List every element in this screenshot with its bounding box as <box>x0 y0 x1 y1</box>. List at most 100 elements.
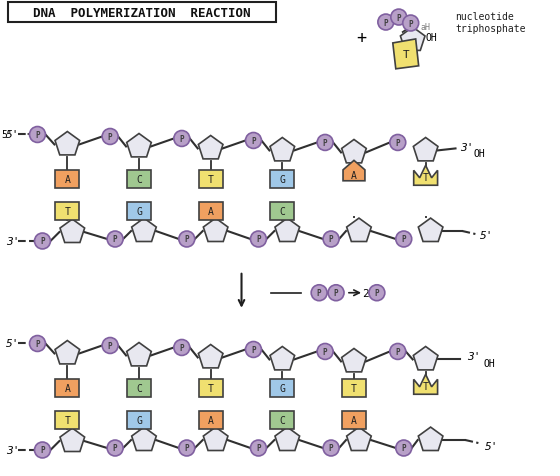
Text: T: T <box>423 173 428 183</box>
Polygon shape <box>198 345 223 368</box>
Text: P: P <box>256 235 261 244</box>
FancyBboxPatch shape <box>55 203 80 220</box>
Circle shape <box>391 10 407 26</box>
Text: P: P <box>108 133 113 142</box>
Polygon shape <box>270 138 295 161</box>
FancyBboxPatch shape <box>270 411 294 429</box>
Text: aH: aH <box>421 22 431 31</box>
Text: P: P <box>323 139 328 148</box>
Circle shape <box>369 285 385 301</box>
Text: G: G <box>136 415 142 425</box>
Polygon shape <box>127 134 151 158</box>
Circle shape <box>35 442 50 458</box>
Text: OH: OH <box>426 33 437 43</box>
Polygon shape <box>413 138 438 161</box>
Text: P: P <box>329 444 333 453</box>
Text: P: P <box>40 446 45 455</box>
Text: T: T <box>208 384 213 394</box>
Circle shape <box>30 336 45 352</box>
Polygon shape <box>132 218 156 242</box>
Polygon shape <box>203 427 228 451</box>
Text: G: G <box>279 175 285 185</box>
FancyBboxPatch shape <box>342 379 366 397</box>
Circle shape <box>30 127 45 143</box>
Text: P: P <box>402 235 406 244</box>
FancyBboxPatch shape <box>8 3 276 23</box>
Text: P: P <box>395 139 400 148</box>
Text: +: + <box>356 29 366 47</box>
Polygon shape <box>342 140 366 164</box>
Text: 5': 5' <box>6 339 20 349</box>
Circle shape <box>390 344 406 360</box>
Polygon shape <box>275 218 300 242</box>
Circle shape <box>102 129 118 145</box>
Polygon shape <box>347 218 371 242</box>
Text: P: P <box>396 13 401 22</box>
Circle shape <box>174 340 190 356</box>
Text: 5': 5' <box>6 130 20 140</box>
Circle shape <box>102 338 118 354</box>
Text: DNA  POLYMERIZATION  REACTION: DNA POLYMERIZATION REACTION <box>33 7 251 20</box>
Text: P: P <box>35 131 40 139</box>
Polygon shape <box>55 132 80 156</box>
Text: A: A <box>351 171 357 181</box>
Text: P: P <box>40 237 45 246</box>
Text: 5': 5' <box>1 130 13 140</box>
Polygon shape <box>418 427 443 451</box>
Polygon shape <box>418 218 443 242</box>
Circle shape <box>323 440 339 456</box>
Polygon shape <box>60 428 85 452</box>
FancyBboxPatch shape <box>127 411 151 429</box>
Text: 2: 2 <box>362 288 369 298</box>
Polygon shape <box>414 166 437 186</box>
Circle shape <box>317 135 333 151</box>
Text: P: P <box>395 347 400 356</box>
Circle shape <box>107 231 123 248</box>
Circle shape <box>378 15 394 31</box>
Text: P: P <box>329 235 333 244</box>
Circle shape <box>250 440 267 456</box>
FancyBboxPatch shape <box>270 379 294 397</box>
Circle shape <box>107 440 123 456</box>
Text: C: C <box>136 175 142 185</box>
Polygon shape <box>413 347 438 370</box>
Text: P: P <box>256 444 261 453</box>
Text: 3': 3' <box>6 445 20 455</box>
Text: P: P <box>113 444 118 453</box>
FancyBboxPatch shape <box>55 379 80 397</box>
Text: P: P <box>251 137 256 146</box>
Text: T: T <box>423 381 428 391</box>
Text: P: P <box>334 288 338 298</box>
Circle shape <box>390 135 406 151</box>
Text: C: C <box>136 384 142 394</box>
Text: P: P <box>184 235 189 244</box>
Circle shape <box>396 440 412 456</box>
Polygon shape <box>342 349 366 372</box>
Text: C: C <box>279 207 285 217</box>
FancyBboxPatch shape <box>270 171 294 189</box>
Text: T: T <box>402 50 409 60</box>
Polygon shape <box>132 427 156 451</box>
Text: T: T <box>64 415 70 425</box>
Text: 5': 5' <box>480 230 494 240</box>
FancyBboxPatch shape <box>127 379 151 397</box>
Text: G: G <box>136 207 142 217</box>
Circle shape <box>396 231 412 248</box>
Circle shape <box>311 285 327 301</box>
Text: 5': 5' <box>486 441 499 451</box>
Text: T: T <box>64 207 70 217</box>
Text: C: C <box>279 415 285 425</box>
Text: A: A <box>64 384 70 394</box>
Text: P: P <box>35 339 40 348</box>
Circle shape <box>328 285 344 301</box>
Circle shape <box>179 231 195 248</box>
Circle shape <box>317 344 333 360</box>
Text: 3': 3' <box>460 143 474 153</box>
Text: P: P <box>108 341 113 350</box>
Polygon shape <box>414 375 437 395</box>
FancyBboxPatch shape <box>199 171 223 189</box>
Polygon shape <box>400 28 425 51</box>
Circle shape <box>245 342 262 357</box>
Circle shape <box>35 234 50 249</box>
FancyBboxPatch shape <box>55 171 80 189</box>
